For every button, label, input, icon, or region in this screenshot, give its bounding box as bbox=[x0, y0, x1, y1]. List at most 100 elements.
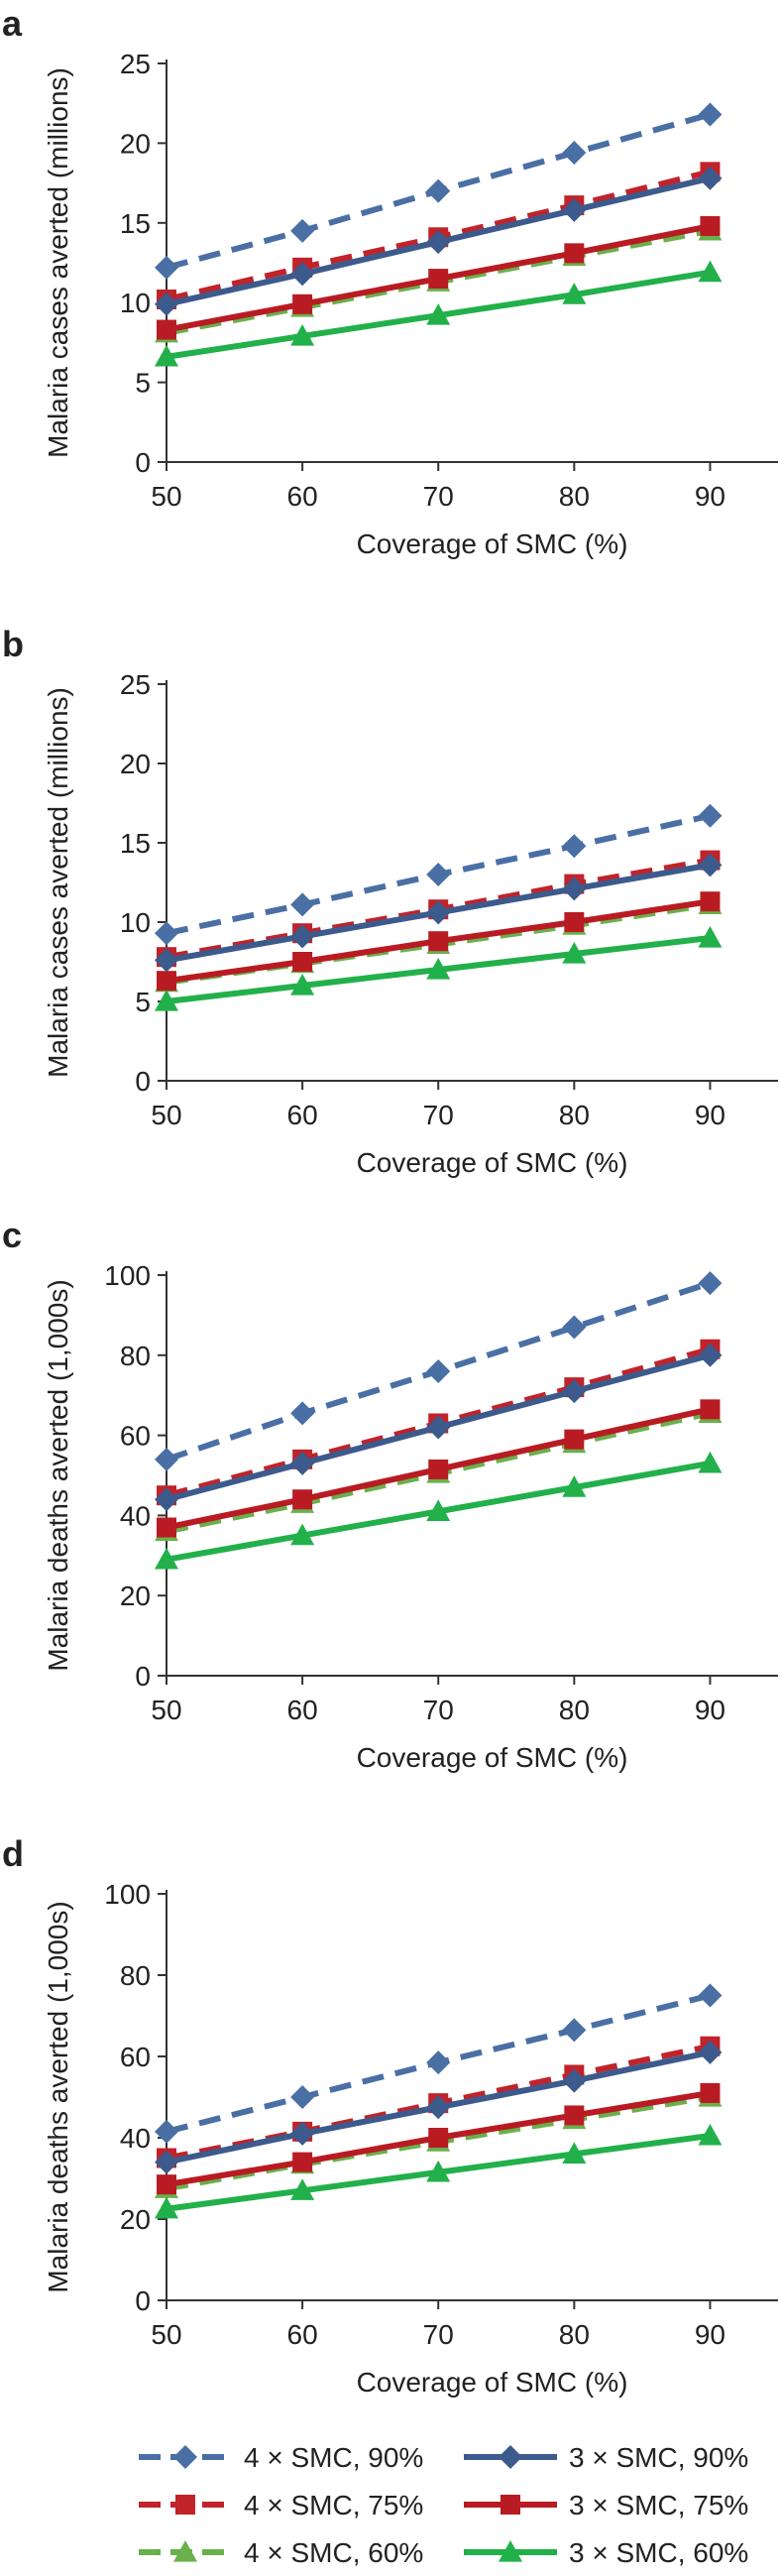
data-point bbox=[290, 2121, 315, 2146]
y-axis-label: Malaria cases averted (millions) bbox=[43, 67, 73, 458]
data-point bbox=[426, 2160, 451, 2182]
y-tick-label: 0 bbox=[135, 1066, 151, 1097]
data-point bbox=[698, 1983, 723, 2008]
x-tick-label: 90 bbox=[695, 2319, 725, 2350]
data-point bbox=[428, 1459, 449, 1479]
data-point bbox=[562, 197, 587, 222]
x-tick-label: 50 bbox=[151, 1695, 181, 1725]
series-4-smc-90- bbox=[155, 1271, 723, 1471]
data-point bbox=[564, 1429, 585, 1450]
data-point bbox=[562, 2018, 587, 2043]
legend-item: 4 × SMC, 90% bbox=[139, 2442, 423, 2473]
x-tick-label: 70 bbox=[423, 2319, 454, 2350]
x-axis-label: Coverage of SMC (%) bbox=[357, 528, 628, 559]
x-tick-label: 60 bbox=[287, 1695, 318, 1725]
legend-marker bbox=[173, 2445, 197, 2469]
data-point bbox=[426, 1499, 451, 1521]
data-point bbox=[426, 863, 451, 886]
data-point bbox=[564, 912, 585, 932]
data-point bbox=[698, 926, 723, 948]
x-tick-label: 80 bbox=[559, 481, 590, 512]
x-tick-label: 70 bbox=[423, 1100, 454, 1130]
chart-panel-d: d 0 20 40 60 80 100 50 60 70 80 90 Coverage of SMC (… bbox=[2, 1833, 778, 2398]
series-3-smc-60- bbox=[155, 926, 723, 1011]
legend-item: 3 × SMC, 60% bbox=[464, 2537, 748, 2568]
data-point bbox=[426, 178, 451, 203]
data-point bbox=[290, 262, 315, 287]
data-point bbox=[426, 230, 451, 255]
series-3-smc-75- bbox=[157, 1399, 721, 1538]
y-tick-label: 10 bbox=[120, 907, 151, 938]
y-axis-label: Malaria deaths averted (1,000s) bbox=[43, 1901, 73, 2292]
data-point bbox=[698, 260, 723, 283]
x-tick-label: 70 bbox=[423, 1695, 454, 1725]
series-3-smc-60- bbox=[155, 1451, 723, 1570]
x-tick-label: 90 bbox=[695, 1100, 725, 1130]
chart-panel-b: b 0 5 10 15 20 25 50 60 70 80 90 Coverage of SMC (%)… bbox=[2, 624, 778, 1178]
x-axis-label: Coverage of SMC (%) bbox=[357, 2367, 628, 2398]
series-3-smc-75- bbox=[157, 2082, 721, 2195]
data-point bbox=[426, 900, 451, 925]
x-axis-label: Coverage of SMC (%) bbox=[357, 1147, 628, 1178]
legend-item: 3 × SMC, 90% bbox=[464, 2442, 748, 2473]
y-tick-label: 20 bbox=[120, 749, 151, 779]
x-tick-label: 50 bbox=[151, 1100, 181, 1130]
data-point bbox=[700, 1399, 721, 1420]
data-point bbox=[564, 2105, 585, 2126]
data-point bbox=[155, 2150, 178, 2174]
data-point bbox=[426, 1358, 451, 1383]
data-point bbox=[292, 952, 313, 972]
data-point bbox=[426, 303, 451, 325]
legend-label: 4 × SMC, 90% bbox=[244, 2442, 423, 2473]
series-4-smc-90- bbox=[155, 803, 723, 946]
data-point bbox=[290, 2178, 315, 2200]
y-tick-label: 15 bbox=[120, 828, 151, 859]
y-tick-label: 80 bbox=[120, 1960, 151, 1991]
data-point bbox=[698, 1343, 723, 1367]
data-point bbox=[292, 1489, 313, 1510]
series-3-smc-75- bbox=[157, 216, 721, 340]
data-point bbox=[290, 1401, 315, 1426]
series-4-smc-90- bbox=[155, 102, 723, 280]
series-3-smc-60- bbox=[155, 2123, 723, 2219]
data-point bbox=[700, 216, 721, 237]
chart-panel-c: c 0 20 40 60 80 100 50 60 70 80 90 Coverage of SMC (… bbox=[2, 1215, 778, 1773]
data-point bbox=[290, 1523, 315, 1546]
data-point bbox=[157, 971, 176, 992]
data-point bbox=[290, 2085, 315, 2109]
data-point bbox=[155, 292, 178, 316]
data-point bbox=[562, 141, 587, 166]
y-tick-label: 5 bbox=[135, 368, 151, 399]
x-tick-label: 60 bbox=[287, 2319, 318, 2350]
series-3-smc-60- bbox=[155, 260, 723, 367]
data-point bbox=[698, 1271, 723, 1296]
data-point bbox=[426, 958, 451, 980]
data-point bbox=[698, 803, 723, 828]
data-point bbox=[426, 1415, 451, 1440]
data-point bbox=[290, 974, 315, 995]
legend-marker bbox=[499, 2540, 522, 2562]
chart-panel-a: a 0 5 10 15 20 25 50 60 70 80 90 Coverage of SMC (%)… bbox=[2, 3, 778, 559]
x-tick-label: 50 bbox=[151, 481, 181, 512]
y-tick-label: 40 bbox=[120, 2123, 151, 2154]
data-point bbox=[428, 269, 449, 290]
data-point bbox=[155, 990, 178, 1011]
legend: 4 × SMC, 90% 3 × SMC, 90% 4 × SMC, 75% 3 × … bbox=[139, 2442, 748, 2568]
data-point bbox=[155, 1487, 178, 1512]
data-point bbox=[562, 877, 587, 901]
y-tick-label: 0 bbox=[135, 2285, 151, 2316]
data-point bbox=[290, 924, 315, 949]
data-point bbox=[292, 293, 313, 314]
y-tick-label: 5 bbox=[135, 987, 151, 1017]
data-point bbox=[290, 218, 315, 243]
y-tick-label: 60 bbox=[120, 2042, 151, 2072]
data-point bbox=[562, 283, 587, 304]
series-3-smc-90- bbox=[155, 853, 723, 973]
legend-marker bbox=[499, 2445, 522, 2469]
panel-letter: c bbox=[2, 1215, 22, 1255]
data-point bbox=[700, 2082, 721, 2103]
legend-label: 4 × SMC, 75% bbox=[244, 2490, 423, 2520]
panel-letter: d bbox=[2, 1833, 24, 1874]
data-point bbox=[562, 1379, 587, 1404]
panel-letter: a bbox=[2, 3, 23, 44]
